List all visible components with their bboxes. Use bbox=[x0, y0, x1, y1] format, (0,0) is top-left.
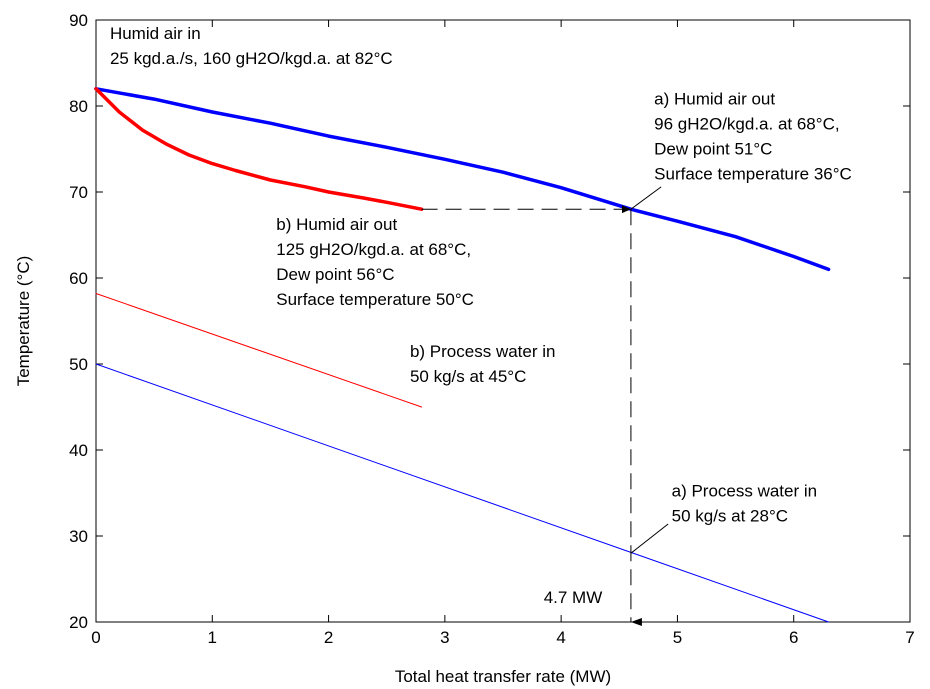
annotation-line: Humid air in bbox=[110, 24, 201, 43]
annotation-line: b) Humid air out bbox=[276, 215, 397, 234]
annotation-1: Humid air in 25 kgd.a./s, 160 gH2O/kgd.a.… bbox=[110, 24, 393, 68]
annotation-line: 96 gH2O/kgd.a. at 68°C, bbox=[654, 114, 839, 133]
annotation-6: 4.7 MW bbox=[544, 588, 603, 607]
annotation-leader-a-water bbox=[630, 523, 669, 554]
x-tick-label: 3 bbox=[440, 628, 449, 647]
annotation-line: 4.7 MW bbox=[544, 588, 603, 607]
x-axis-label: Total heat transfer rate (MW) bbox=[395, 667, 611, 686]
x-tick-label: 2 bbox=[324, 628, 333, 647]
annotation-line: Surface temperature 36°C bbox=[654, 164, 852, 183]
y-tick-label: 40 bbox=[69, 441, 88, 460]
x-tick-label: 5 bbox=[673, 628, 682, 647]
x-tick-label: 7 bbox=[905, 628, 914, 647]
y-axis-label: Temperature (°C) bbox=[14, 256, 33, 387]
series-layer bbox=[94, 87, 831, 623]
annotation-line: 50 kg/s at 45°C bbox=[410, 367, 526, 386]
plot-frame bbox=[95, 19, 911, 623]
y-tick-label: 90 bbox=[69, 11, 88, 30]
annotation-line: a) Humid air out bbox=[654, 89, 775, 108]
annotation-line: 125 gH2O/kgd.a. at 68°C, bbox=[276, 240, 471, 259]
y-tick-label: 60 bbox=[69, 269, 88, 288]
y-tick-label: 50 bbox=[69, 355, 88, 374]
annotation-line: Dew point 56°C bbox=[276, 265, 394, 284]
series-line-2 bbox=[94, 87, 424, 211]
series-line-1 bbox=[94, 87, 831, 272]
x-tick-label: 1 bbox=[208, 628, 217, 647]
annotation-2: a) Humid air out 96 gH2O/kgd.a. at 68°C, D… bbox=[654, 89, 852, 183]
x-tick-label: 6 bbox=[789, 628, 798, 647]
annotation-line: Surface temperature 50°C bbox=[276, 290, 474, 309]
annotation-leader-a-air bbox=[630, 186, 662, 210]
series-line-4 bbox=[95, 363, 830, 623]
x-tick-label: 0 bbox=[91, 628, 100, 647]
y-tick-label: 30 bbox=[69, 527, 88, 546]
axis-layer: Total heat transfer rate (MW) Temperatur… bbox=[14, 11, 915, 686]
annotation-line: Dew point 51°C bbox=[654, 139, 772, 158]
y-tick-label: 70 bbox=[69, 183, 88, 202]
annotation-line: 25 kgd.a./s, 160 gH2O/kgd.a. at 82°C bbox=[110, 49, 393, 68]
plot-area bbox=[95, 19, 911, 623]
annotation-line: 50 kg/s at 28°C bbox=[672, 506, 788, 525]
annotation-line: a) Process water in bbox=[672, 481, 818, 500]
x-tick-label: 4 bbox=[556, 628, 565, 647]
y-tick-label: 80 bbox=[69, 97, 88, 116]
annotation-layer: Humid air in 25 kgd.a./s, 160 gH2O/kgd.a.… bbox=[110, 24, 852, 607]
series-line-3 bbox=[95, 293, 423, 408]
guide-layer bbox=[421, 186, 669, 626]
annotation-5: a) Process water in 50 kg/s at 28°C bbox=[672, 481, 818, 525]
annotation-4: b) Process water in 50 kg/s at 45°C bbox=[410, 342, 556, 386]
y-tick-label: 20 bbox=[69, 613, 88, 632]
annotation-line: b) Process water in bbox=[410, 342, 556, 361]
annotation-3: b) Humid air out 125 gH2O/kgd.a. at 68°C,… bbox=[276, 215, 474, 309]
